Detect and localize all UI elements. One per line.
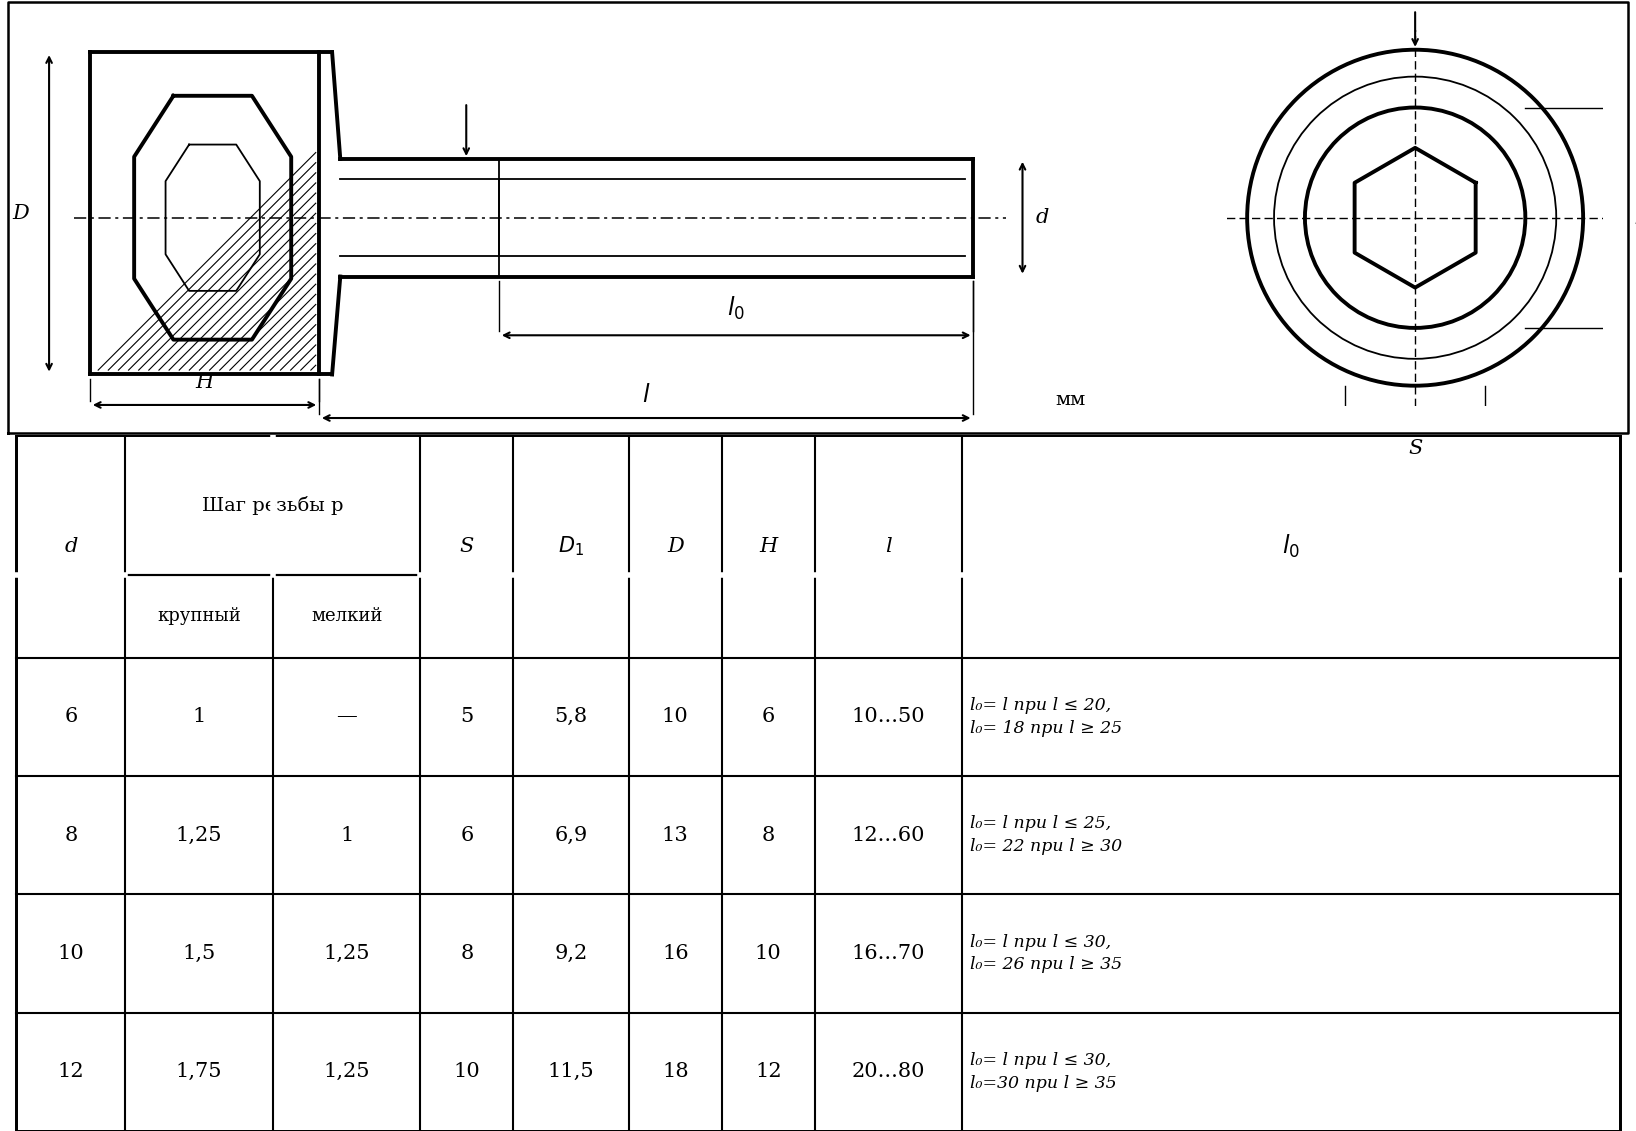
Text: l₀= l при l ≤ 30,
l₀= 26 при l ≥ 35: l₀= l при l ≤ 30, l₀= 26 при l ≥ 35 bbox=[970, 933, 1122, 974]
Text: 1: 1 bbox=[193, 707, 206, 726]
Text: H: H bbox=[759, 537, 777, 556]
Text: D: D bbox=[13, 204, 29, 223]
Text: 13: 13 bbox=[663, 826, 689, 845]
Text: 20...80: 20...80 bbox=[852, 1062, 926, 1081]
Text: 8: 8 bbox=[460, 944, 473, 962]
Text: d: d bbox=[1036, 208, 1049, 227]
Text: 10: 10 bbox=[663, 707, 689, 726]
Text: 12: 12 bbox=[57, 1062, 83, 1081]
Text: 1,25: 1,25 bbox=[324, 1062, 370, 1081]
Text: D: D bbox=[667, 537, 684, 556]
Text: 9,2: 9,2 bbox=[555, 944, 587, 962]
Text: $l$: $l$ bbox=[641, 385, 651, 407]
Text: 16...70: 16...70 bbox=[852, 944, 926, 962]
Text: $D_1$: $D_1$ bbox=[558, 535, 584, 559]
Text: 18: 18 bbox=[663, 1062, 689, 1081]
Text: 5,8: 5,8 bbox=[555, 707, 587, 726]
Text: мелкий: мелкий bbox=[311, 607, 383, 625]
Text: 1: 1 bbox=[340, 826, 353, 845]
Text: $D_1$: $D_1$ bbox=[1634, 206, 1636, 230]
Text: $l_0$: $l_0$ bbox=[1283, 533, 1301, 560]
Text: 16: 16 bbox=[663, 944, 689, 962]
Text: 1,25: 1,25 bbox=[177, 826, 222, 845]
Text: 6: 6 bbox=[460, 826, 473, 845]
Text: 10: 10 bbox=[57, 944, 83, 962]
Text: $l_0$: $l_0$ bbox=[726, 295, 746, 322]
Text: 1,25: 1,25 bbox=[324, 944, 370, 962]
Text: 12...60: 12...60 bbox=[852, 826, 926, 845]
Text: 10...50: 10...50 bbox=[852, 707, 926, 726]
Text: 6: 6 bbox=[64, 707, 77, 726]
Text: 11,5: 11,5 bbox=[548, 1062, 594, 1081]
Text: крупный: крупный bbox=[157, 607, 240, 625]
Text: d: d bbox=[64, 537, 77, 556]
Text: 6,9: 6,9 bbox=[555, 826, 587, 845]
Text: 8: 8 bbox=[762, 826, 775, 845]
Text: S: S bbox=[460, 537, 474, 556]
Text: l₀= l при l ≤ 25,
l₀= 22 при l ≥ 30: l₀= l при l ≤ 25, l₀= 22 при l ≥ 30 bbox=[970, 815, 1122, 855]
Text: —: — bbox=[337, 707, 357, 726]
Text: мм: мм bbox=[1055, 391, 1085, 409]
Text: 8: 8 bbox=[64, 826, 77, 845]
Text: 1,5: 1,5 bbox=[183, 944, 216, 962]
Text: 6: 6 bbox=[762, 707, 775, 726]
Text: Шаг резьбы p: Шаг резьбы p bbox=[203, 495, 344, 515]
Text: H: H bbox=[195, 373, 214, 392]
Text: 1,75: 1,75 bbox=[177, 1062, 222, 1081]
Text: 10: 10 bbox=[453, 1062, 481, 1081]
Text: l₀= l при l ≤ 30,
l₀=30 при l ≥ 35: l₀= l при l ≤ 30, l₀=30 при l ≥ 35 bbox=[970, 1052, 1117, 1091]
Text: l: l bbox=[885, 537, 892, 556]
Text: 12: 12 bbox=[754, 1062, 782, 1081]
Text: l₀= l при l ≤ 20,
l₀= 18 при l ≥ 25: l₀= l при l ≤ 20, l₀= 18 при l ≥ 25 bbox=[970, 697, 1122, 736]
Text: 10: 10 bbox=[754, 944, 782, 962]
Text: S: S bbox=[1409, 440, 1422, 458]
Text: 5: 5 bbox=[460, 707, 473, 726]
